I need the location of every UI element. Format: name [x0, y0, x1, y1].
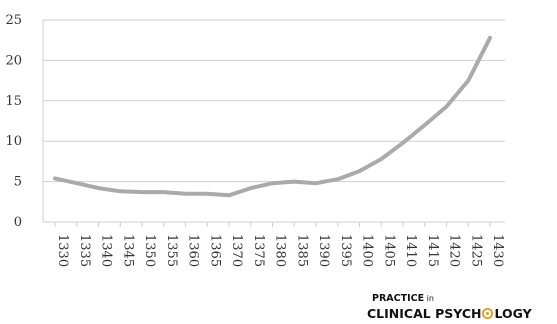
x-tick-label: 1420 — [447, 234, 462, 267]
x-tick-label: 1395 — [338, 234, 353, 267]
y-tick-label: 5 — [14, 175, 22, 190]
x-tick-label: 1390 — [316, 234, 331, 267]
x-tick-label: 1380 — [273, 234, 288, 267]
brand-clinical-psychology: CLINICAL PSYCH LOGY — [367, 306, 532, 321]
x-tick-label: 1400 — [360, 234, 375, 267]
x-tick-label: 1335 — [77, 234, 92, 267]
x-tick-label: 1360 — [186, 234, 201, 267]
x-tick-label: 1330 — [55, 234, 70, 267]
x-tick-label: 1385 — [294, 234, 309, 267]
x-tick-label: 1430 — [490, 234, 505, 267]
x-tick-label: 1410 — [403, 234, 418, 267]
y-tick-label: 0 — [14, 215, 22, 230]
chart-series — [53, 35, 492, 198]
x-tick-label: 1375 — [251, 234, 266, 267]
y-tick-label: 10 — [5, 134, 22, 149]
series-line — [53, 35, 492, 198]
x-tick-label: 1405 — [381, 234, 396, 267]
y-tick-label: 20 — [5, 53, 22, 68]
y-axis-ticks: 0 5 10 15 20 25 — [5, 13, 22, 230]
x-tick-label: 1355 — [164, 234, 179, 267]
x-tick-label: 1350 — [142, 234, 157, 267]
x-tick-label: 1415 — [425, 234, 440, 267]
brain-logo-icon — [482, 308, 494, 319]
chart-axes — [42, 20, 491, 227]
x-tick-label: 1370 — [229, 234, 244, 267]
x-tick-label: 1365 — [207, 234, 222, 267]
chart-gridlines — [43, 19, 505, 223]
y-tick-label: 15 — [5, 94, 22, 109]
brand-practice-in: PRACTICE in — [372, 293, 434, 304]
x-tick-label: 1340 — [99, 234, 114, 267]
x-axis-ticks: 1330 1335 1340 1345 1350 1355 1360 1365 1370 1375… — [55, 234, 505, 267]
x-tick-label: 1425 — [468, 234, 483, 267]
y-tick-label: 25 — [5, 13, 22, 28]
x-tick-label: 1345 — [120, 234, 135, 267]
